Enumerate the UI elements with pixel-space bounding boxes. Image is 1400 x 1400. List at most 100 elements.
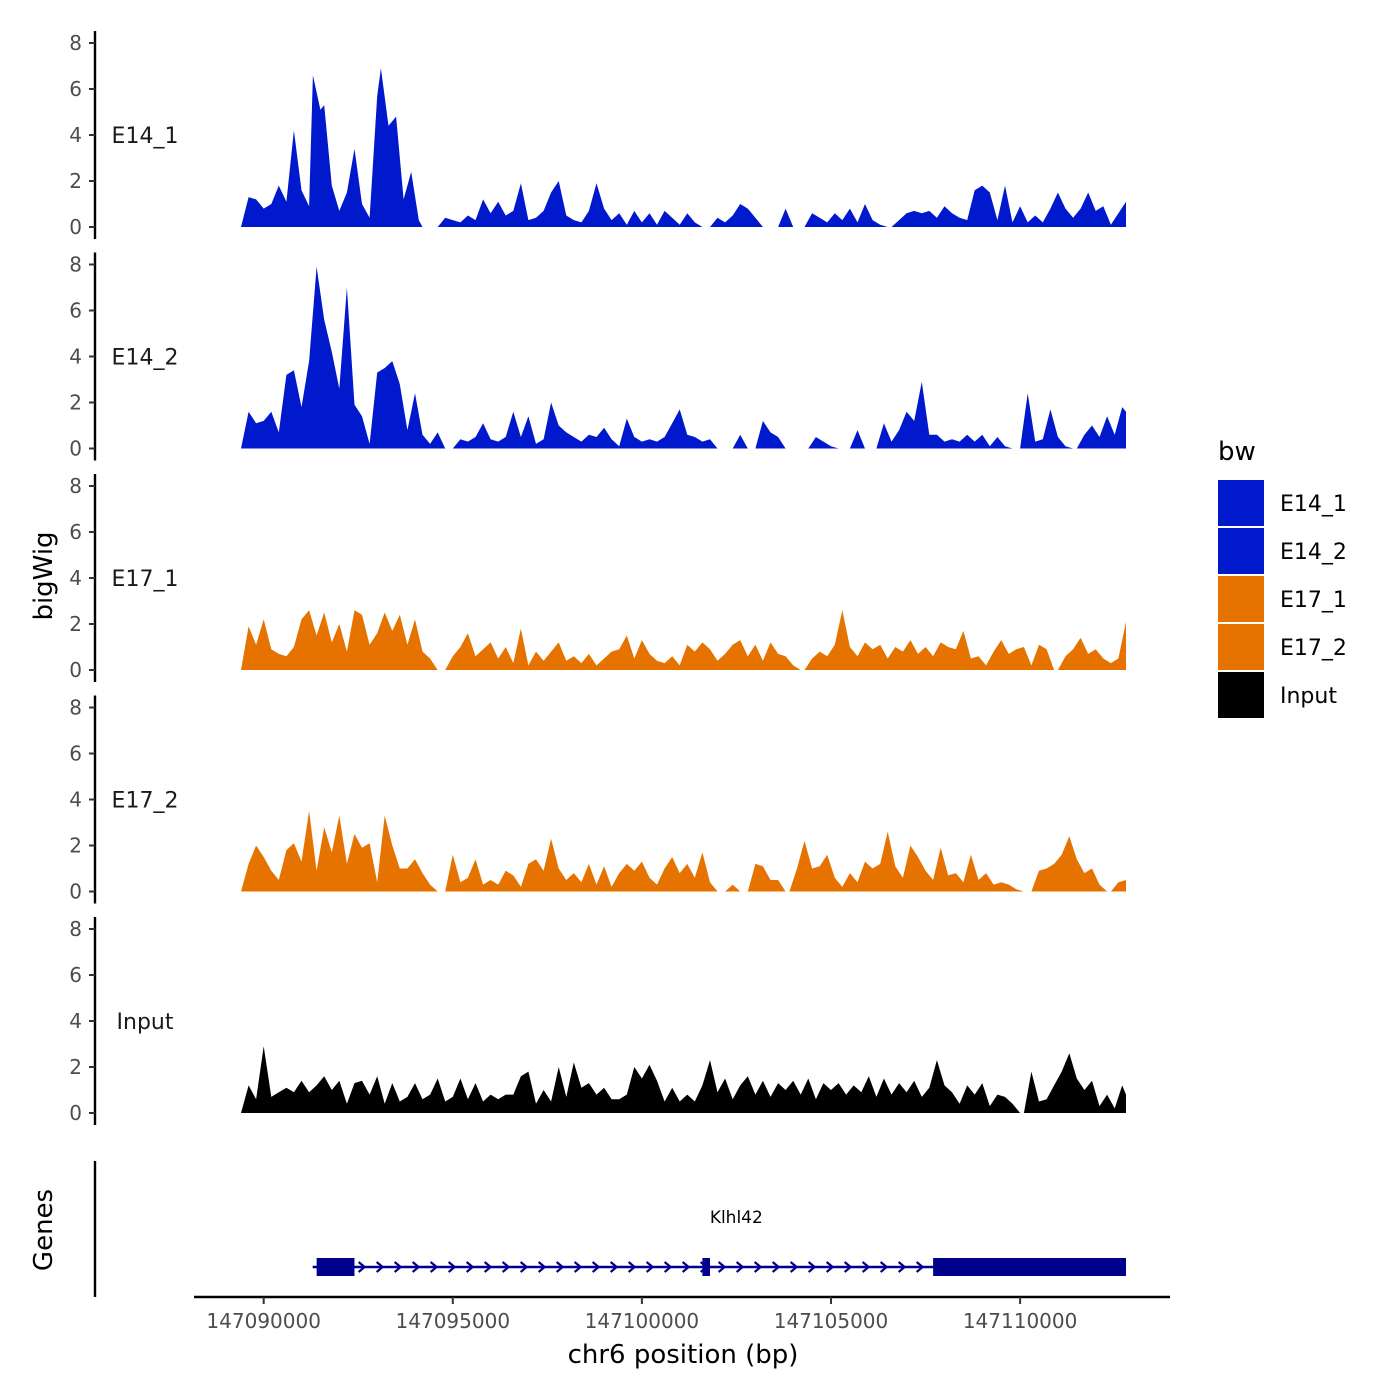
- track-label: E17_2: [112, 789, 179, 814]
- y-tick-label: 4: [69, 123, 82, 147]
- y-tick-label: 6: [69, 77, 82, 101]
- y-tick-label: 0: [69, 658, 82, 682]
- y-tick-label: 0: [69, 880, 82, 904]
- legend-swatch: [1218, 672, 1264, 718]
- strand-arrow: [429, 1261, 439, 1273]
- signal-area: [747, 863, 786, 892]
- signal-area: [452, 402, 718, 449]
- strand-arrow: [771, 1261, 781, 1273]
- y-tick-label: 6: [69, 520, 82, 544]
- bigwig-tracks: 0 2 4 6 8 E14_1 0 2 4 6 8 E14_2 0 2 4 6 8 E17_1 0 2 4 6 8 E17_2…: [69, 31, 1126, 1125]
- track-e14-1: 0 2 4 6 8 E14_1: [69, 31, 1126, 239]
- y-tick-label: 2: [69, 1055, 82, 1079]
- signal-area: [241, 610, 438, 670]
- x-tick-label: 147090000: [206, 1309, 321, 1333]
- strand-arrow: [897, 1261, 907, 1273]
- y-tick-label: 2: [69, 612, 82, 636]
- strand-arrow: [537, 1261, 547, 1273]
- y-tick-label: 6: [69, 299, 82, 323]
- strand-arrow: [753, 1261, 763, 1273]
- signal-area: [732, 434, 748, 449]
- y-tick-label: 8: [69, 917, 82, 941]
- signal-area: [1110, 880, 1126, 892]
- signal-area: [876, 381, 1013, 449]
- strand-arrow: [447, 1261, 457, 1273]
- y-axis-title: bigWig: [29, 531, 59, 620]
- strand-arrow: [807, 1261, 817, 1273]
- signal-area: [789, 831, 1024, 892]
- y-tick-label: 0: [69, 437, 82, 461]
- y-tick-label: 6: [69, 963, 82, 987]
- legend-label: E14_2: [1280, 540, 1347, 565]
- genes-axis-title: Genes: [29, 1189, 59, 1271]
- strand-arrow: [375, 1261, 385, 1273]
- y-tick-label: 6: [69, 742, 82, 766]
- strand-arrow: [735, 1261, 745, 1273]
- y-tick-label: 4: [69, 345, 82, 369]
- x-tick-label: 147095000: [396, 1309, 511, 1333]
- signal-area: [891, 185, 1126, 227]
- y-tick-label: 4: [69, 788, 82, 812]
- y-tick-label: 0: [69, 215, 82, 239]
- signal-area: [849, 430, 865, 449]
- track-label: E14_2: [112, 346, 179, 371]
- track-input: 0 2 4 6 8 Input: [69, 917, 1126, 1125]
- x-tick-label: 147100000: [585, 1309, 700, 1333]
- track-label: Input: [117, 1010, 174, 1035]
- legend-title: bw: [1218, 437, 1256, 467]
- legend-label: E17_1: [1280, 588, 1347, 613]
- signal-area: [241, 266, 446, 449]
- strand-arrow: [861, 1261, 871, 1273]
- signal-area: [241, 1046, 1021, 1113]
- signal-area: [1023, 1053, 1126, 1113]
- legend-label: Input: [1280, 684, 1337, 709]
- gene-track: Klhl42: [93, 1161, 1126, 1297]
- signal-area: [1020, 393, 1074, 449]
- x-axis-title: chr6 position (bp): [568, 1340, 799, 1370]
- track-label: E14_1: [112, 124, 179, 149]
- signal-area: [710, 204, 763, 227]
- strand-arrow: [825, 1261, 835, 1273]
- signal-area: [755, 420, 786, 449]
- strand-arrow: [789, 1261, 799, 1273]
- y-tick-label: 8: [69, 31, 82, 55]
- y-tick-label: 2: [69, 834, 82, 858]
- track-e17-2: 0 2 4 6 8 E17_2: [69, 695, 1126, 904]
- signal-area: [1076, 407, 1126, 449]
- signal-area: [808, 437, 839, 449]
- gene-exon: [316, 1258, 355, 1276]
- legend-label: E14_1: [1280, 492, 1347, 517]
- strand-arrow: [717, 1261, 727, 1273]
- signal-area: [1057, 621, 1126, 670]
- signal-area: [437, 181, 703, 227]
- track-e17-1: 0 2 4 6 8 E17_1: [69, 474, 1126, 682]
- strand-arrow: [627, 1261, 637, 1273]
- track-e14-2: 0 2 4 6 8 E14_2: [69, 252, 1126, 461]
- strand-arrow: [411, 1261, 421, 1273]
- strand-arrow: [915, 1261, 925, 1273]
- legend-swatch: [1218, 480, 1264, 526]
- track-label: E17_1: [112, 567, 179, 592]
- gene-exon: [702, 1258, 710, 1276]
- legend-label: E17_2: [1280, 636, 1347, 661]
- y-tick-label: 2: [69, 391, 82, 415]
- y-tick-label: 8: [69, 474, 82, 498]
- x-axis: 147090000 147095000 147100000 147105000 1471…: [194, 1295, 1170, 1333]
- y-tick-label: 4: [69, 566, 82, 590]
- strand-arrow: [573, 1261, 583, 1273]
- signal-area: [445, 838, 718, 892]
- strand-arrow: [681, 1261, 691, 1273]
- legend: bw E14_1 E14_2 E17_1 E17_2 Input: [1218, 437, 1347, 718]
- strand-arrow: [483, 1261, 493, 1273]
- y-tick-label: 8: [69, 696, 82, 720]
- strand-arrow: [393, 1261, 403, 1273]
- strand-arrow: [465, 1261, 475, 1273]
- strand-arrow: [591, 1261, 601, 1273]
- signal-area: [804, 610, 1055, 670]
- signal-area: [778, 208, 794, 227]
- legend-swatch: [1218, 528, 1264, 574]
- strand-arrow: [843, 1261, 853, 1273]
- gene-exon: [933, 1258, 1126, 1276]
- strand-arrow: [645, 1261, 655, 1273]
